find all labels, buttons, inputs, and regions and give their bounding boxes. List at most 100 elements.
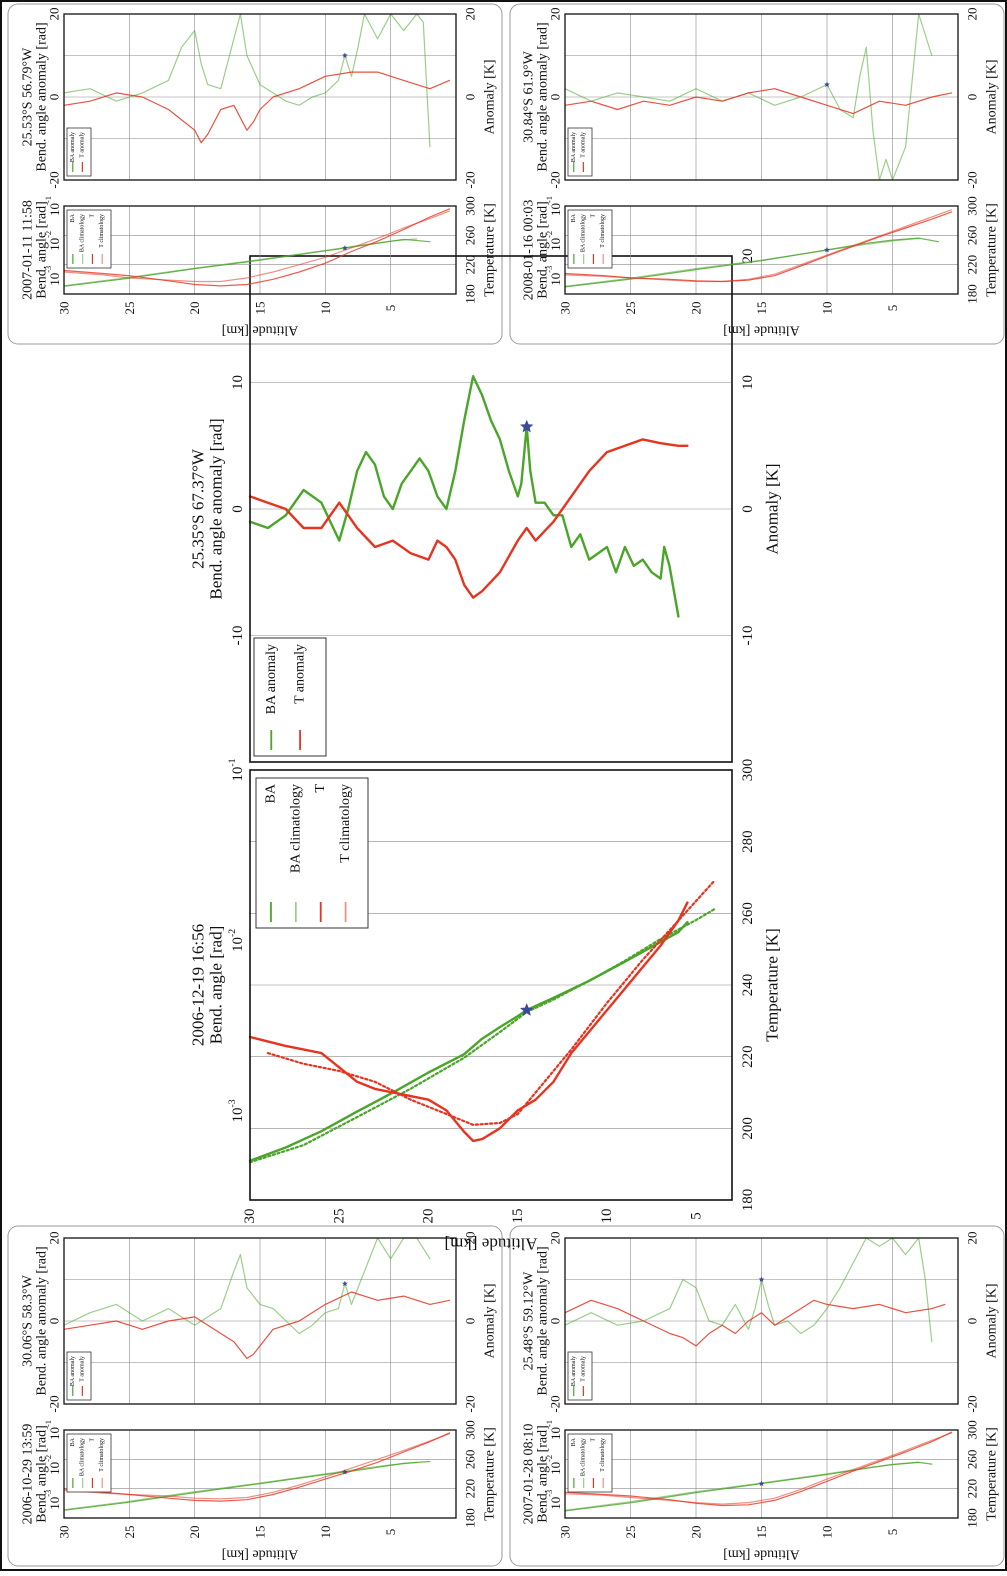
anomaly-k-tick-label: 0 <box>965 1318 980 1325</box>
altitude-tick-label: 5 <box>885 305 900 312</box>
anomaly-k-tick-label: -20 <box>965 1395 980 1412</box>
ba-tick-label: 10-1 <box>544 1420 563 1440</box>
series-t-anomaly <box>63 1291 451 1360</box>
legend: BA anomaly T anomaly <box>567 127 593 177</box>
series-t-anomaly <box>564 88 953 115</box>
profile-frame <box>63 205 457 295</box>
legend-label: BA <box>70 1437 76 1446</box>
altitude-tick-label: 10 <box>318 302 333 315</box>
anomaly-rad-tick-label: -10 <box>230 626 246 646</box>
tick-exponent: -2 <box>227 929 238 937</box>
legend: BA BA climatology T T climatology <box>567 1433 613 1493</box>
legend-label: BA climatology <box>581 1438 587 1476</box>
anomaly-k-tick-label: 20 <box>740 249 756 264</box>
anomaly-location: 25.48°S 59.12°W <box>522 1271 537 1370</box>
altitude-axis-title: Altitude [km] <box>222 323 299 338</box>
tick-base: 10 <box>548 1462 563 1475</box>
tick-exponent: -1 <box>43 1420 53 1427</box>
anomaly-rad-tick-label: 20 <box>548 1232 563 1245</box>
anomaly-k-tick-label: 20 <box>965 8 980 21</box>
altitude-tick-label: 25 <box>122 1526 137 1539</box>
tick-base: 10 <box>47 1427 62 1440</box>
legend-label: BA anomaly <box>264 644 279 714</box>
legend-box <box>567 1351 593 1401</box>
legend-label: BA anomaly <box>70 1356 76 1386</box>
tick-exponent: -1 <box>43 196 53 203</box>
anomaly-rad-tick-label: 20 <box>47 1232 62 1245</box>
anomaly-k-tick-label: 20 <box>463 8 478 21</box>
series-ba-climatology <box>564 237 920 287</box>
tick-exponent: -1 <box>544 1420 554 1427</box>
tick-exponent: -2 <box>43 1455 53 1462</box>
anomaly-k-tick-label: 0 <box>740 505 756 513</box>
ba-axis-title: Bend. angle [rad] <box>35 201 50 299</box>
anomaly-rad-tick-label: -20 <box>548 1395 563 1412</box>
series-t <box>63 1432 451 1502</box>
series-t-climatology <box>266 879 716 1126</box>
legend-box <box>255 777 369 929</box>
legend-label: T <box>590 214 596 218</box>
ba-tick-label: 10-3 <box>544 266 563 286</box>
series-t <box>63 208 451 287</box>
legend-box <box>66 127 92 177</box>
temperature-tick-label: 300 <box>463 1420 478 1440</box>
legend-label: T climatology <box>600 1438 606 1472</box>
anomaly-rad-tick-label: 20 <box>548 8 563 21</box>
ba-tick-label: 10-2 <box>43 231 62 251</box>
altitude-tick-label: 20 <box>421 1209 437 1224</box>
temperature-axis-title: Temperature [K] <box>483 1427 498 1520</box>
altitude-tick-label: 5 <box>383 305 398 312</box>
legend-label: T <box>590 1438 596 1442</box>
ba-tick-label: 10-1 <box>43 1420 62 1440</box>
altitude-axis-title: Altitude [km] <box>723 1547 800 1562</box>
temperature-tick-label: 260 <box>965 226 980 246</box>
legend: BA BA climatology T T climatology <box>567 209 613 269</box>
profile-timestamp: 2007-01-28 08:10 <box>522 1424 537 1525</box>
altitude-tick-label: 20 <box>187 302 202 315</box>
tick-base: 10 <box>47 273 62 286</box>
marker-star <box>342 1280 348 1287</box>
legend-box <box>253 637 327 757</box>
ba-tick-label: 10-2 <box>544 231 563 251</box>
panel-main: 30 25 20 15 10 518020022024026028030010-310-2… <box>189 249 782 1254</box>
profile-timestamp: 2008-01-16 00:03 <box>522 200 537 301</box>
ba-anomaly-axis-title: Bend. angle anomaly [rad] <box>35 1246 50 1395</box>
ba-tick-label: 10-3 <box>227 1099 247 1122</box>
tick-exponent: -1 <box>227 758 238 766</box>
ba-tick-label: 10-3 <box>544 1490 563 1510</box>
series-ba-anomaly <box>63 1237 431 1335</box>
altitude-tick-label: 15 <box>754 302 769 315</box>
temperature-tick-label: 300 <box>463 196 478 216</box>
profile-grid <box>63 13 457 295</box>
tick-base: 10 <box>548 238 563 251</box>
anomaly-location: 30.84°S 61.9°W <box>522 50 537 142</box>
legend-label: BA <box>571 1437 577 1446</box>
temperature-tick-label: 260 <box>740 902 756 925</box>
marker-star <box>824 81 830 87</box>
ba-tick-label: 10-2 <box>227 929 247 952</box>
temperature-tick-label: 240 <box>740 974 756 997</box>
ba-anomaly-axis-title: Bend. angle anomaly [rad] <box>35 22 50 171</box>
series-ba-anomaly <box>63 13 431 148</box>
tick-exponent: -2 <box>544 1455 554 1462</box>
legend-label: T <box>89 1438 95 1442</box>
temperature-axis-title: Temperature [K] <box>985 203 1000 296</box>
ba-anomaly-axis-title: Bend. angle anomaly [rad] <box>536 22 551 171</box>
ba-axis-title: Bend. angle [rad] <box>207 926 226 1044</box>
tick-base: 10 <box>47 203 62 216</box>
profile-frame <box>564 1429 959 1519</box>
tick-base: 10 <box>548 1427 563 1440</box>
marker-star <box>342 1469 348 1475</box>
profile-timestamp: 2007-01-11 11:58 <box>21 200 36 300</box>
legend-box <box>567 1433 613 1493</box>
temperature-tick-label: 220 <box>740 1045 756 1068</box>
legend-label: BA anomaly <box>70 132 76 162</box>
altitude-axis-title: Altitude [km] <box>723 323 800 338</box>
series-t-anomaly <box>564 1299 946 1347</box>
tick-base: 10 <box>548 1497 563 1510</box>
ba-axis-title: Bend. angle [rad] <box>536 1425 551 1523</box>
anomaly-k-axis-title: Anomaly [K] <box>985 1283 1000 1358</box>
legend-label: T climatology <box>99 1438 105 1472</box>
panel-top-left: 30 25 20 15 10 518022026030010-310-210-1-2002… <box>21 8 498 338</box>
temperature-tick-label: 260 <box>463 226 478 246</box>
